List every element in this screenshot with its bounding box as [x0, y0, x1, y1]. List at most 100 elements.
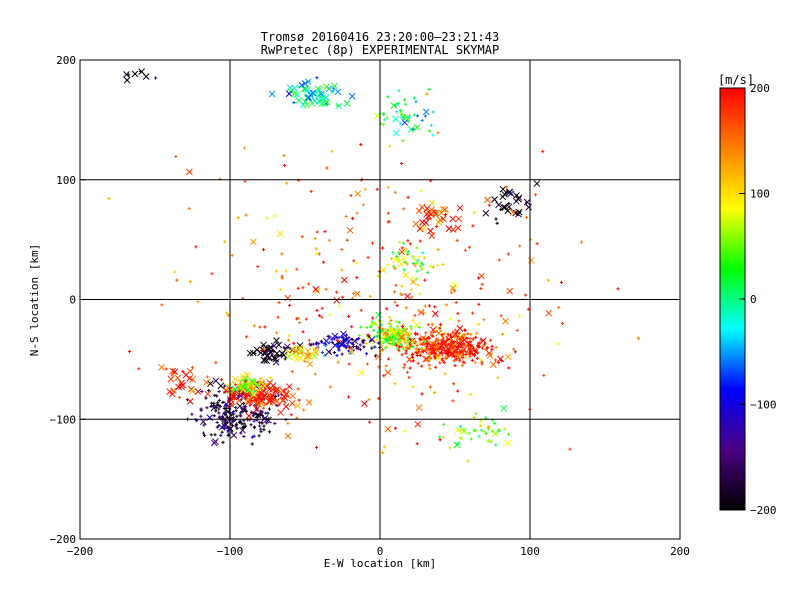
marker-stroke	[375, 353, 383, 360]
point-plus-marker	[429, 344, 434, 348]
point-plus-marker	[448, 317, 452, 321]
point-plus-marker	[346, 341, 350, 345]
point-x-marker	[260, 392, 268, 400]
point-plus-marker	[248, 403, 252, 407]
point-plus-marker	[463, 346, 467, 350]
marker-stroke	[527, 257, 535, 264]
marker-stroke	[500, 203, 507, 211]
point-plus-marker	[457, 356, 461, 361]
point-plus-marker	[477, 302, 481, 306]
marker-stroke	[186, 375, 194, 382]
marker-stroke	[250, 238, 257, 246]
point-plus-marker	[446, 351, 451, 355]
point-x-marker	[331, 82, 338, 90]
point-x-marker	[266, 385, 273, 393]
point-plus-marker	[424, 331, 428, 335]
point-x-marker	[435, 329, 443, 337]
marker-stroke	[333, 296, 341, 304]
marker-stroke	[284, 294, 292, 302]
point-plus-marker	[340, 268, 344, 272]
marker-stroke	[232, 385, 239, 393]
point-plus-marker	[366, 255, 370, 260]
point-plus-marker	[223, 426, 227, 431]
marker-stroke	[277, 409, 284, 416]
point-plus-marker	[636, 336, 641, 340]
point-plus-marker	[280, 393, 284, 397]
point-plus-marker	[249, 423, 253, 427]
point-plus-marker	[323, 230, 327, 234]
point-x-marker	[414, 420, 422, 428]
point-plus-marker	[399, 109, 403, 113]
point-plus-marker	[462, 333, 466, 337]
point-plus-marker	[307, 282, 311, 286]
point-plus-marker	[127, 349, 132, 354]
marker-stroke	[438, 209, 445, 217]
marker-stroke	[318, 90, 325, 98]
marker-stroke	[207, 380, 214, 387]
marker-stroke	[268, 90, 276, 98]
marker-stroke	[374, 112, 381, 120]
point-plus-marker	[472, 352, 477, 356]
point-plus-marker	[477, 341, 481, 345]
marker-stroke	[513, 192, 520, 199]
point-plus-marker	[323, 353, 327, 358]
point-plus-marker	[436, 341, 440, 345]
marker-stroke	[354, 290, 361, 297]
point-plus-marker	[499, 314, 503, 318]
marker-stroke	[504, 439, 512, 447]
point-x-marker	[272, 388, 280, 395]
point-x-marker	[174, 374, 182, 382]
point-x-marker	[357, 369, 365, 377]
point-x-marker	[316, 98, 324, 106]
marker-stroke	[491, 196, 498, 203]
point-plus-marker	[289, 413, 293, 417]
point-plus-marker	[446, 210, 450, 214]
point-plus-marker	[526, 307, 530, 311]
marker-stroke	[341, 276, 348, 284]
point-plus-marker	[402, 366, 406, 370]
marker-stroke	[346, 226, 354, 234]
point-x-marker	[252, 394, 259, 402]
point-plus-marker	[419, 264, 423, 268]
point-plus-marker	[361, 203, 365, 207]
point-plus-marker	[409, 327, 413, 331]
marker-stroke	[422, 108, 430, 116]
point-x-marker	[430, 347, 437, 355]
marker-stroke	[466, 345, 473, 353]
point-x-marker	[285, 90, 293, 98]
point-plus-marker	[224, 311, 229, 315]
marker-stroke	[379, 327, 387, 335]
point-plus-marker	[276, 315, 280, 319]
point-plus-marker	[346, 314, 351, 319]
marker-stroke	[123, 71, 130, 78]
marker-stroke	[400, 254, 408, 262]
point-plus-marker	[217, 407, 221, 411]
point-plus-marker	[579, 240, 584, 244]
point-plus-marker	[217, 424, 221, 428]
point-plus-marker	[213, 433, 217, 437]
point-x-marker	[318, 90, 325, 98]
point-plus-marker	[478, 424, 483, 428]
point-plus-marker	[344, 214, 348, 219]
point-plus-marker	[415, 442, 419, 446]
point-plus-marker	[257, 434, 261, 438]
point-x-marker	[497, 355, 504, 363]
point-plus-marker	[282, 153, 286, 158]
marker-stroke	[298, 346, 305, 354]
point-plus-marker	[409, 357, 413, 362]
point-plus-marker	[616, 287, 620, 291]
marker-stroke	[428, 343, 436, 350]
point-plus-marker	[404, 351, 408, 355]
point-plus-marker	[471, 337, 475, 341]
point-plus-marker	[369, 325, 373, 329]
point-plus-marker	[212, 405, 216, 409]
point-plus-marker	[267, 430, 272, 434]
point-plus-marker	[295, 267, 299, 271]
point-plus-marker	[255, 415, 259, 419]
point-plus-marker	[314, 445, 319, 449]
marker-stroke	[325, 85, 333, 93]
point-plus-marker	[317, 252, 321, 256]
point-plus-marker	[383, 331, 387, 335]
point-plus-marker	[290, 370, 294, 374]
point-plus-marker	[326, 334, 330, 338]
